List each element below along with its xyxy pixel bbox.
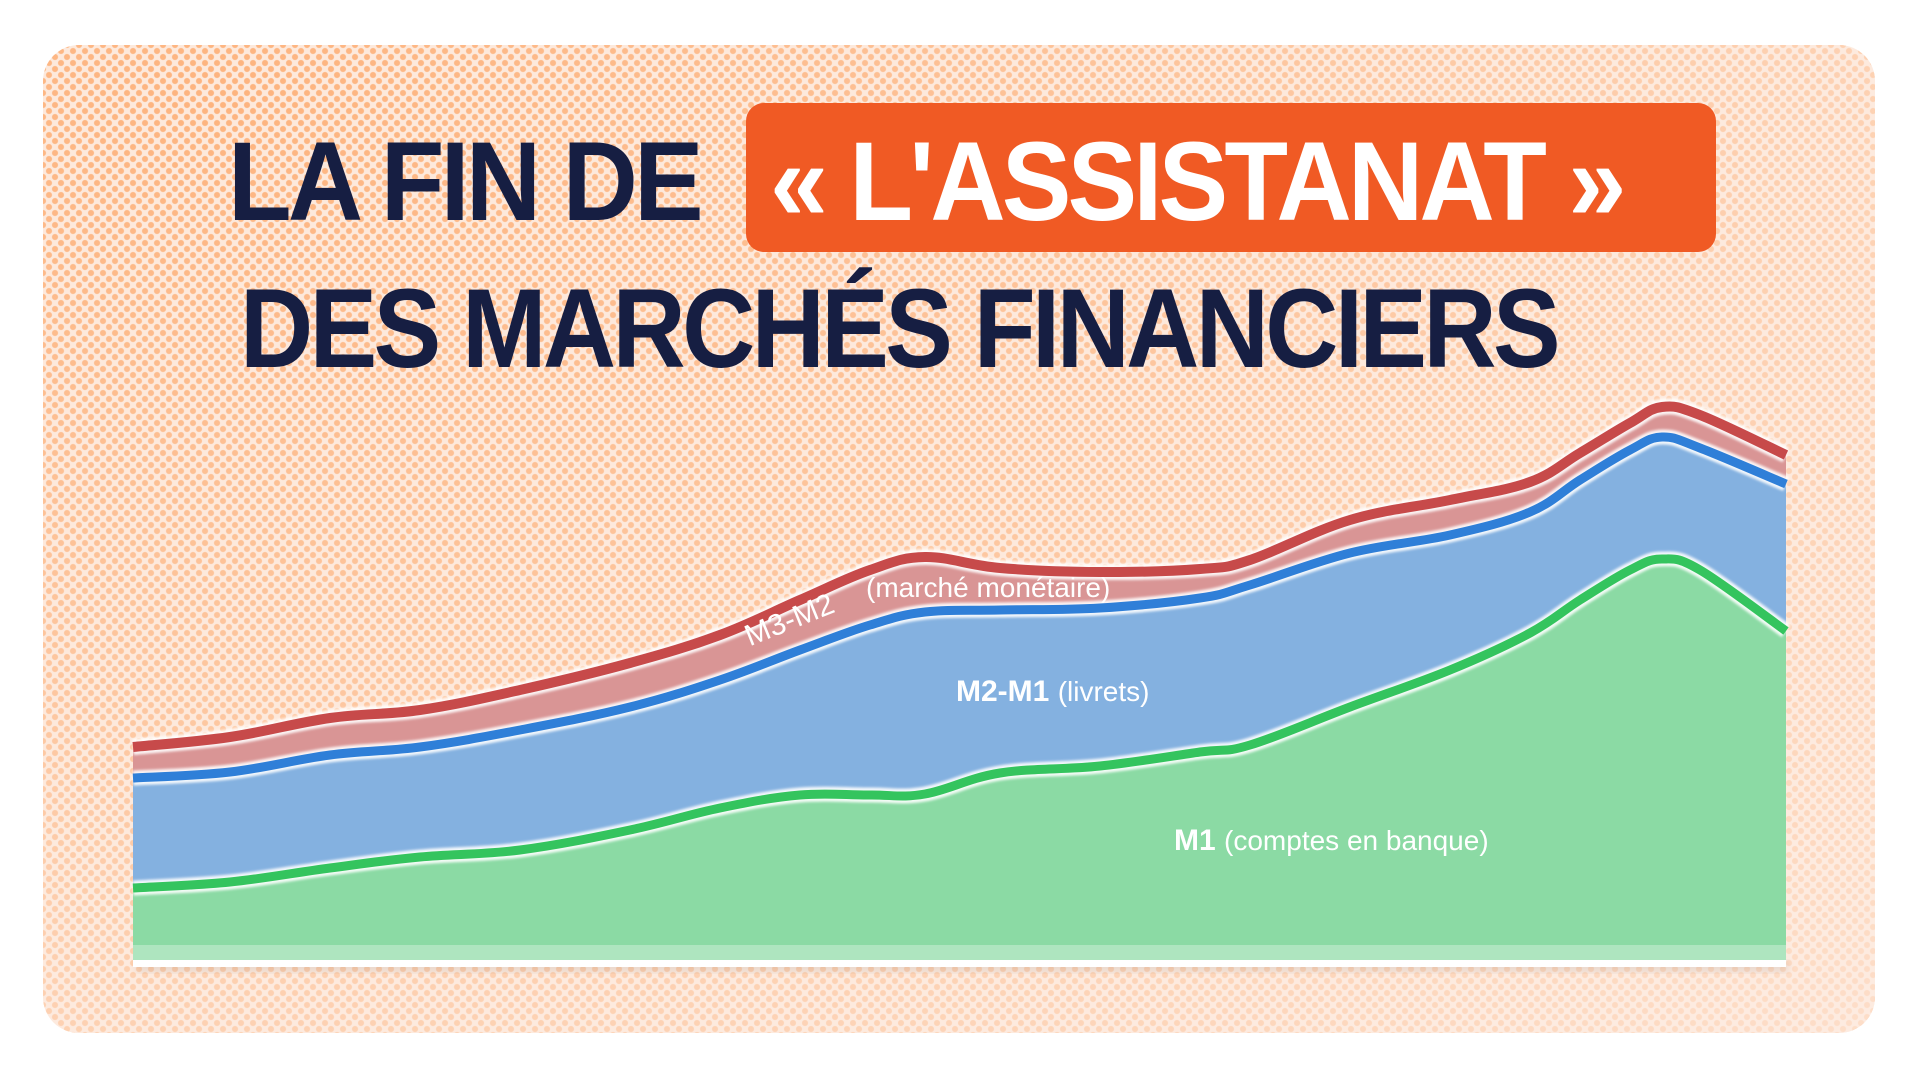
title-line-2: DES MARCHÉS FINANCIERS bbox=[240, 266, 1561, 391]
label-m1: M1 (comptes en banque) bbox=[1174, 826, 1489, 856]
line-m1 bbox=[132, 554, 1789, 893]
line-m3 bbox=[132, 401, 1789, 752]
baseline-fade bbox=[133, 945, 1786, 960]
title-highlight-box bbox=[746, 103, 1716, 252]
label-m3-m2-desc: (marché monétaire) bbox=[866, 572, 1111, 603]
label-m2-m1-name: M2-M1 bbox=[956, 675, 1050, 708]
title-line-1: LA FIN DE bbox=[228, 119, 704, 244]
label-m1-desc: (comptes en banque) bbox=[1224, 825, 1489, 856]
title-highlight-text: « L'ASSISTANAT » bbox=[770, 119, 1626, 244]
label-m2-m1-desc: (livrets) bbox=[1057, 676, 1150, 707]
label-m2-m1: M2-M1 (livrets) bbox=[956, 677, 1149, 707]
label-m1-name: M1 bbox=[1174, 824, 1216, 857]
line-m2 bbox=[132, 432, 1788, 783]
chart-baseline bbox=[133, 960, 1786, 967]
area-m1 bbox=[133, 558, 1786, 963]
